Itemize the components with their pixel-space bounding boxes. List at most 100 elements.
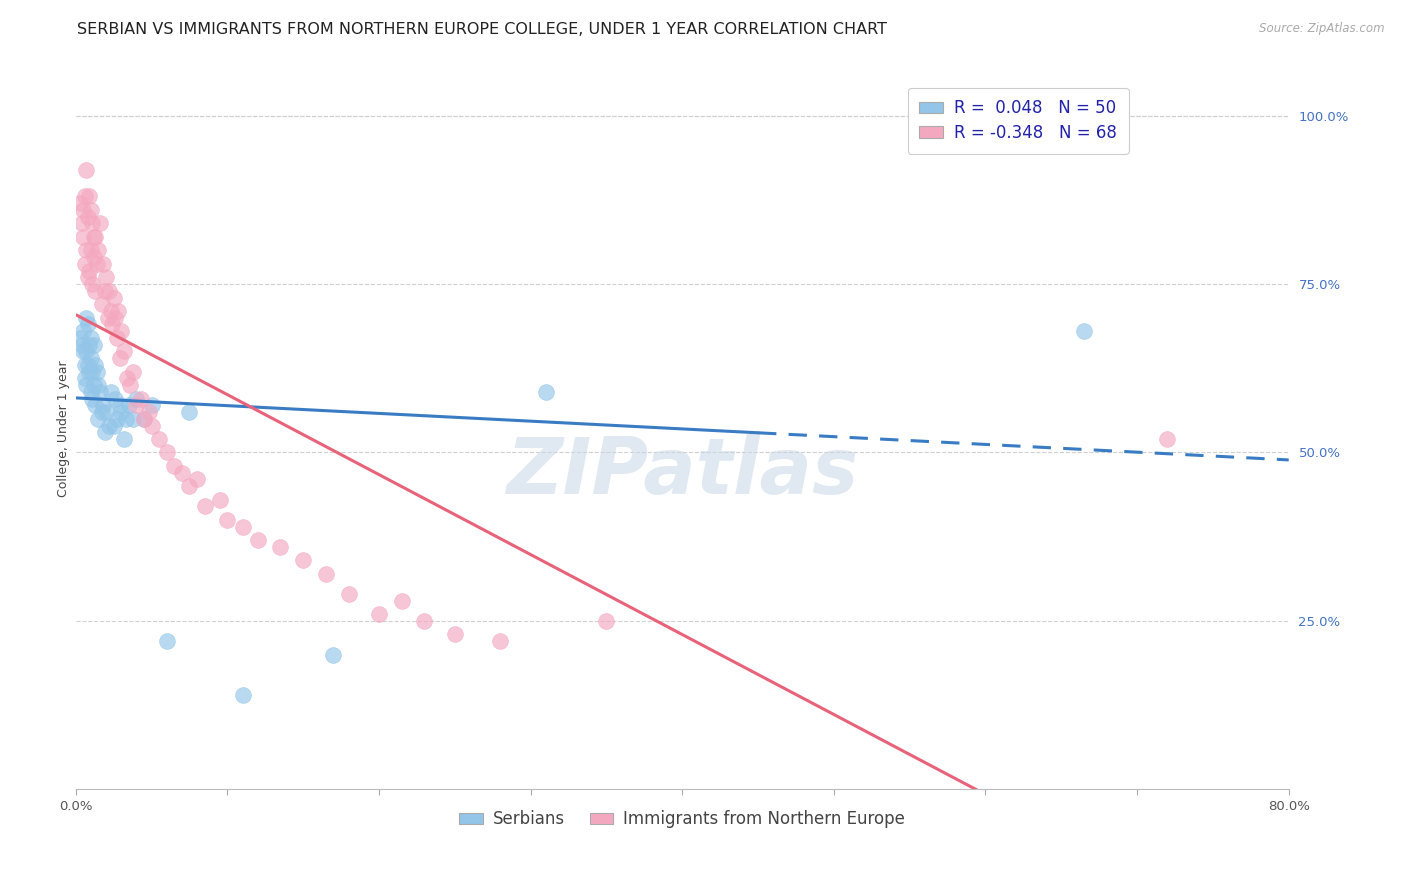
Point: [132, 411, 155, 425]
Point: [73, 371, 96, 385]
Point: [83, 337, 105, 351]
Point: [87, 378, 110, 392]
Point: [80, 244, 103, 258]
Point: [118, 398, 141, 412]
Point: [83, 230, 105, 244]
Point: [76, 210, 98, 224]
Point: [75, 344, 97, 359]
Text: Source: ZipAtlas.com: Source: ZipAtlas.com: [1260, 22, 1385, 36]
Point: [368, 607, 391, 621]
Point: [79, 263, 101, 277]
Point: [91, 257, 114, 271]
Point: [75, 310, 97, 325]
Point: [76, 318, 98, 332]
Point: [83, 250, 105, 264]
Point: [107, 304, 129, 318]
Point: [315, 566, 337, 581]
Point: [70, 337, 93, 351]
Point: [231, 519, 253, 533]
Point: [84, 284, 107, 298]
Point: [179, 479, 201, 493]
Point: [1073, 324, 1095, 338]
Point: [595, 614, 617, 628]
Text: SERBIAN VS IMMIGRANTS FROM NORTHERN EUROPE COLLEGE, UNDER 1 YEAR CORRELATION CHA: SERBIAN VS IMMIGRANTS FROM NORTHERN EURO…: [77, 22, 887, 37]
Point: [110, 405, 132, 419]
Point: [80, 351, 103, 366]
Point: [138, 405, 160, 419]
Point: [170, 466, 193, 480]
Point: [79, 337, 101, 351]
Point: [87, 411, 110, 425]
Point: [122, 365, 145, 379]
Point: [208, 492, 231, 507]
Point: [97, 310, 120, 325]
Point: [246, 533, 269, 547]
Legend: Serbians, Immigrants from Northern Europe: Serbians, Immigrants from Northern Europ…: [453, 804, 911, 835]
Point: [69, 331, 91, 345]
Text: ZIPatlas: ZIPatlas: [506, 434, 858, 510]
Point: [100, 304, 122, 318]
Point: [132, 411, 155, 425]
Point: [90, 297, 112, 311]
Point: [89, 216, 111, 230]
Point: [80, 384, 103, 399]
Point: [101, 318, 124, 332]
Point: [86, 257, 108, 271]
Point: [129, 392, 152, 406]
Point: [292, 553, 315, 567]
Point: [82, 392, 104, 406]
Point: [125, 398, 148, 412]
Point: [322, 648, 344, 662]
Point: [112, 344, 135, 359]
Point: [122, 411, 145, 425]
Point: [141, 418, 163, 433]
Y-axis label: College, Under 1 year: College, Under 1 year: [58, 360, 70, 497]
Point: [75, 162, 97, 177]
Point: [72, 344, 94, 359]
Point: [103, 291, 125, 305]
Point: [156, 634, 179, 648]
Point: [75, 244, 97, 258]
Point: [391, 593, 413, 607]
Point: [105, 411, 128, 425]
Point: [163, 458, 186, 473]
Point: [70, 216, 93, 230]
Point: [98, 418, 121, 433]
Point: [76, 270, 98, 285]
Point: [194, 500, 217, 514]
Point: [89, 384, 111, 399]
Point: [103, 418, 125, 433]
Point: [75, 378, 97, 392]
Point: [156, 445, 179, 459]
Point: [141, 398, 163, 412]
Point: [73, 358, 96, 372]
Point: [337, 587, 360, 601]
Point: [84, 230, 107, 244]
Point: [120, 378, 142, 392]
Point: [79, 189, 101, 203]
Point: [72, 202, 94, 217]
Point: [148, 432, 170, 446]
Point: [94, 270, 117, 285]
Point: [104, 392, 127, 406]
Point: [1156, 432, 1178, 446]
Point: [82, 216, 104, 230]
Point: [82, 365, 104, 379]
Point: [534, 384, 557, 399]
Point: [112, 432, 135, 446]
Point: [443, 627, 465, 641]
Point: [231, 688, 253, 702]
Point: [94, 405, 117, 419]
Point: [104, 310, 127, 325]
Point: [84, 358, 107, 372]
Point: [269, 540, 291, 554]
Point: [79, 365, 101, 379]
Point: [93, 425, 115, 440]
Point: [73, 189, 96, 203]
Point: [108, 398, 131, 412]
Point: [114, 411, 136, 425]
Point: [93, 284, 115, 298]
Point: [69, 196, 91, 211]
Point: [82, 277, 104, 291]
Point: [489, 634, 512, 648]
